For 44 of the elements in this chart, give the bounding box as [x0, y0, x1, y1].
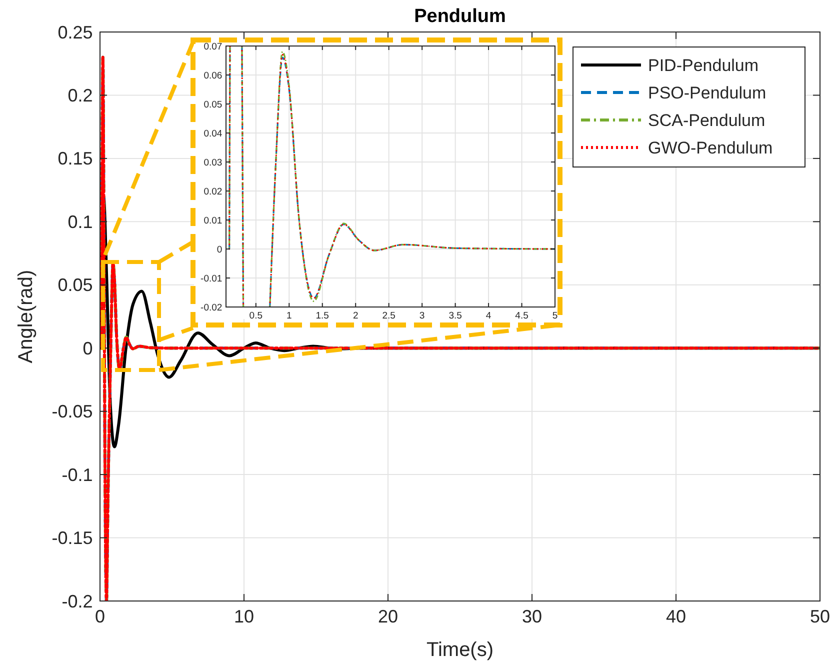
x-tick-label: 50: [810, 606, 830, 627]
y-tick-label: 0.25: [58, 22, 93, 42]
y-tick-label: -0.2: [62, 591, 93, 612]
x-tick-label: 4.5: [515, 310, 528, 322]
y-tick-label: -0.1: [62, 464, 93, 485]
x-tick-label: 2: [352, 310, 358, 322]
y-tick-label: -0.15: [52, 528, 93, 548]
x-tick-label: 0.5: [249, 310, 263, 322]
y-axis-title: Angle(rad): [15, 270, 37, 364]
y-tick-label: 0.02: [204, 186, 222, 198]
x-tick-label: 1: [286, 310, 292, 322]
y-tick-label: 0.15: [58, 148, 93, 169]
x-tick-label: 0: [94, 606, 106, 627]
y-tick-label: 0.2: [68, 86, 93, 106]
x-tick-label: 5: [552, 310, 558, 322]
x-tick-label: 2.5: [382, 310, 396, 322]
x-tick-label: 40: [666, 606, 686, 627]
y-tick-label: 0.04: [204, 128, 222, 140]
y-tick-label: 0.03: [204, 157, 222, 168]
x-tick-label: 10: [234, 606, 254, 627]
y-tick-label: 0.07: [204, 41, 222, 52]
x-tick-label: 3: [419, 310, 425, 322]
x-tick-label: 1.5: [316, 310, 329, 322]
y-tick-label: 0.06: [204, 70, 222, 82]
y-tick-label: 0.05: [58, 275, 93, 296]
legend-label: PID-Pendulum: [648, 56, 759, 75]
y-tick-label: 0.01: [204, 215, 222, 226]
x-tick-label: 30: [522, 606, 542, 627]
x-tick-label: 4: [486, 310, 492, 322]
y-tick-label: -0.01: [200, 273, 222, 284]
chart-title: Pendulum: [414, 6, 506, 27]
y-tick-label: 0.05: [204, 99, 222, 110]
y-tick-label: 0.1: [68, 212, 93, 232]
y-tick-label: -0.02: [200, 302, 222, 314]
y-tick-label: 0: [82, 338, 93, 358]
x-axis-title: Time(s): [426, 639, 494, 661]
legend-label: GWO-Pendulum: [648, 138, 773, 158]
y-tick-label: 0: [216, 244, 222, 256]
legend-label: SCA-Pendulum: [648, 110, 766, 130]
x-tick-label: 20: [378, 606, 398, 627]
line-series: [100, 56, 820, 601]
x-tick-label: 3.5: [448, 310, 462, 322]
y-tick-label: -0.05: [52, 402, 93, 422]
legend-label: PSO-Pendulum: [648, 83, 766, 102]
